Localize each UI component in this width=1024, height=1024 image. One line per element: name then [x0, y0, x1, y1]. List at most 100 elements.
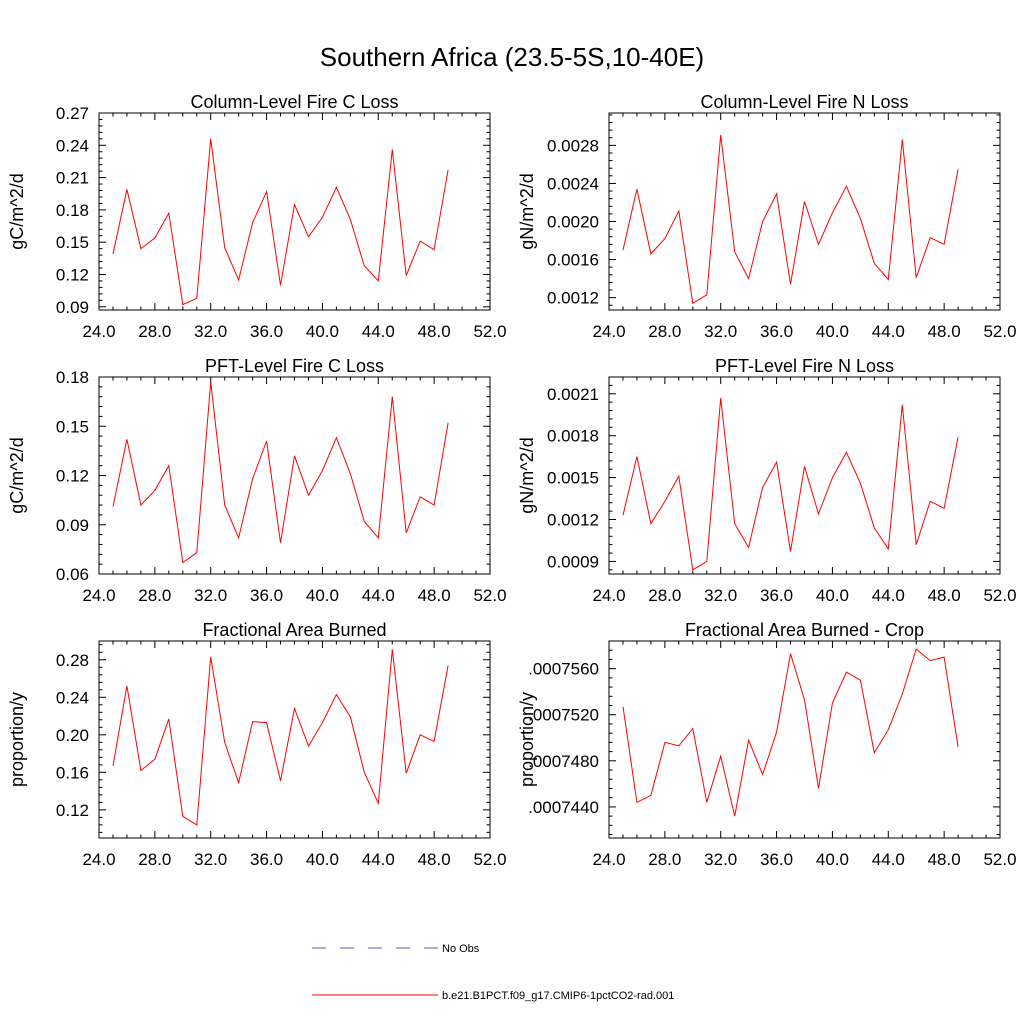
x-tick-label: 40.0 [816, 850, 849, 869]
y-tick-label: 0.24 [56, 136, 89, 155]
panel-title: PFT-Level Fire N Loss [715, 356, 894, 376]
panel-fractional-area-burned-crop: Fractional Area Burned - Crop proportion/… [517, 620, 1017, 869]
x-tick-label: 32.0 [194, 322, 227, 341]
panel-fractional-area-burned: Fractional Area Burned proportion/y 24.0 28… [7, 620, 507, 869]
x-tick-label: 36.0 [760, 322, 793, 341]
y-tick-label: 0.0018 [547, 427, 599, 446]
series-line [622, 134, 959, 305]
x-tick-label: 36.0 [760, 850, 793, 869]
series-line [112, 381, 449, 564]
y-axis-label: gC/m^2/d [7, 437, 27, 513]
y-tick-label: .0007560 [528, 660, 599, 679]
x-tick-label: 36.0 [250, 322, 283, 341]
y-axis-label: proportion/y [517, 692, 537, 787]
x-tick-label: 40.0 [306, 850, 339, 869]
x-tick-label: 36.0 [250, 586, 283, 605]
x-tick-label: 44.0 [872, 586, 905, 605]
x-tick-label: 32.0 [194, 850, 227, 869]
y-tick-label: 0.0028 [547, 136, 599, 155]
x-tick-label: 48.0 [928, 850, 961, 869]
legend-label-model-run: b.e21.B1PCT.f09_g17.CMIP6-1pctCO2-rad.00… [442, 990, 674, 1002]
panel-column-level-fire-n-loss: Column-Level Fire N Loss gN/m^2/d 24.0 28.0… [517, 92, 1017, 341]
y-tick-label: 0.15 [56, 417, 89, 436]
y-tick-label: 0.0024 [547, 174, 599, 193]
x-tick-label: 44.0 [362, 850, 395, 869]
panel-column-level-fire-c-loss: Column-Level Fire C Loss gC/m^2/d 24.0 28.0… [7, 92, 507, 341]
x-tick-label: 52.0 [473, 586, 506, 605]
x-tick-label: 28.0 [138, 322, 171, 341]
x-tick-label: 52.0 [473, 322, 506, 341]
panel-title: Fractional Area Burned [202, 620, 386, 640]
x-tick-label: 36.0 [760, 586, 793, 605]
x-tick-label: 44.0 [872, 850, 905, 869]
panel-title: Column-Level Fire C Loss [190, 92, 398, 112]
x-tick-label: 48.0 [418, 850, 451, 869]
y-tick-label: .0007520 [528, 706, 599, 725]
x-tick-label: 32.0 [704, 586, 737, 605]
y-tick-label: .0007480 [528, 752, 599, 771]
x-tick-label: 52.0 [983, 322, 1016, 341]
x-tick-label: 32.0 [704, 322, 737, 341]
x-tick-label: 24.0 [592, 322, 625, 341]
x-tick-label: 48.0 [418, 586, 451, 605]
x-tick-label: 24.0 [82, 322, 115, 341]
x-tick-label: 40.0 [816, 586, 849, 605]
x-tick-label: 24.0 [82, 850, 115, 869]
y-tick-label: 0.0012 [547, 289, 599, 308]
x-tick-label: 44.0 [362, 586, 395, 605]
x-tick-label: 44.0 [362, 322, 395, 341]
x-tick-label: 48.0 [928, 322, 961, 341]
plot-frame [608, 640, 1001, 839]
y-tick-label: 0.12 [56, 801, 89, 820]
y-axis-label: proportion/y [7, 692, 27, 787]
y-tick-label: 0.09 [56, 516, 89, 535]
x-tick-label: 28.0 [648, 850, 681, 869]
y-tick-label: 0.20 [56, 726, 89, 745]
y-tick-label: 0.12 [56, 265, 89, 284]
plot-frame [98, 376, 491, 575]
panel-title: Column-Level Fire N Loss [700, 92, 908, 112]
y-tick-label: 0.06 [56, 565, 89, 584]
series-line [112, 138, 449, 306]
x-tick-label: 44.0 [872, 322, 905, 341]
series-line [622, 648, 959, 817]
y-axis-label: gC/m^2/d [7, 173, 27, 249]
y-tick-label: 0.0009 [547, 552, 599, 571]
y-tick-label: 0.18 [56, 368, 89, 387]
series-line [112, 649, 449, 826]
x-tick-label: 24.0 [592, 586, 625, 605]
x-tick-label: 40.0 [816, 322, 849, 341]
legend: No Obs b.e21.B1PCT.f09_g17.CMIP6-1pctCO2… [312, 943, 674, 1002]
legend-label-no-obs: No Obs [442, 943, 480, 955]
x-tick-label: 36.0 [250, 850, 283, 869]
x-tick-label: 24.0 [82, 586, 115, 605]
figure-title: Southern Africa (23.5-5S,10-40E) [320, 42, 704, 72]
y-tick-label: 0.15 [56, 233, 89, 252]
x-tick-label: 28.0 [138, 586, 171, 605]
x-tick-label: 28.0 [138, 850, 171, 869]
x-tick-label: 52.0 [983, 586, 1016, 605]
plot-frame [608, 112, 1001, 311]
panel-title: PFT-Level Fire C Loss [205, 356, 384, 376]
plot-frame [98, 640, 491, 839]
panels-group: Column-Level Fire C Loss gC/m^2/d 24.0 28.0… [7, 92, 1017, 869]
panel-title: Fractional Area Burned - Crop [685, 620, 924, 640]
panel-pft-level-fire-c-loss: PFT-Level Fire C Loss gC/m^2/d 24.0 28.0 32.… [7, 356, 507, 605]
y-tick-label: 0.27 [56, 104, 89, 123]
x-tick-label: 28.0 [648, 322, 681, 341]
panel-pft-level-fire-n-loss: PFT-Level Fire N Loss gN/m^2/d 24.0 28.0 32.… [517, 356, 1017, 605]
x-tick-label: 48.0 [928, 586, 961, 605]
plot-frame [98, 112, 491, 311]
y-tick-label: 0.12 [56, 467, 89, 486]
y-axis-label: gN/m^2/d [517, 173, 537, 249]
plot-frame [608, 376, 1001, 575]
y-tick-label: 0.0016 [547, 251, 599, 270]
y-tick-label: 0.0021 [547, 385, 599, 404]
x-tick-label: 40.0 [306, 586, 339, 605]
y-tick-label: 0.18 [56, 201, 89, 220]
y-tick-label: 0.09 [56, 298, 89, 317]
y-tick-label: 0.0020 [547, 212, 599, 231]
y-tick-label: 0.0012 [547, 511, 599, 530]
y-axis-label: gN/m^2/d [517, 437, 537, 513]
